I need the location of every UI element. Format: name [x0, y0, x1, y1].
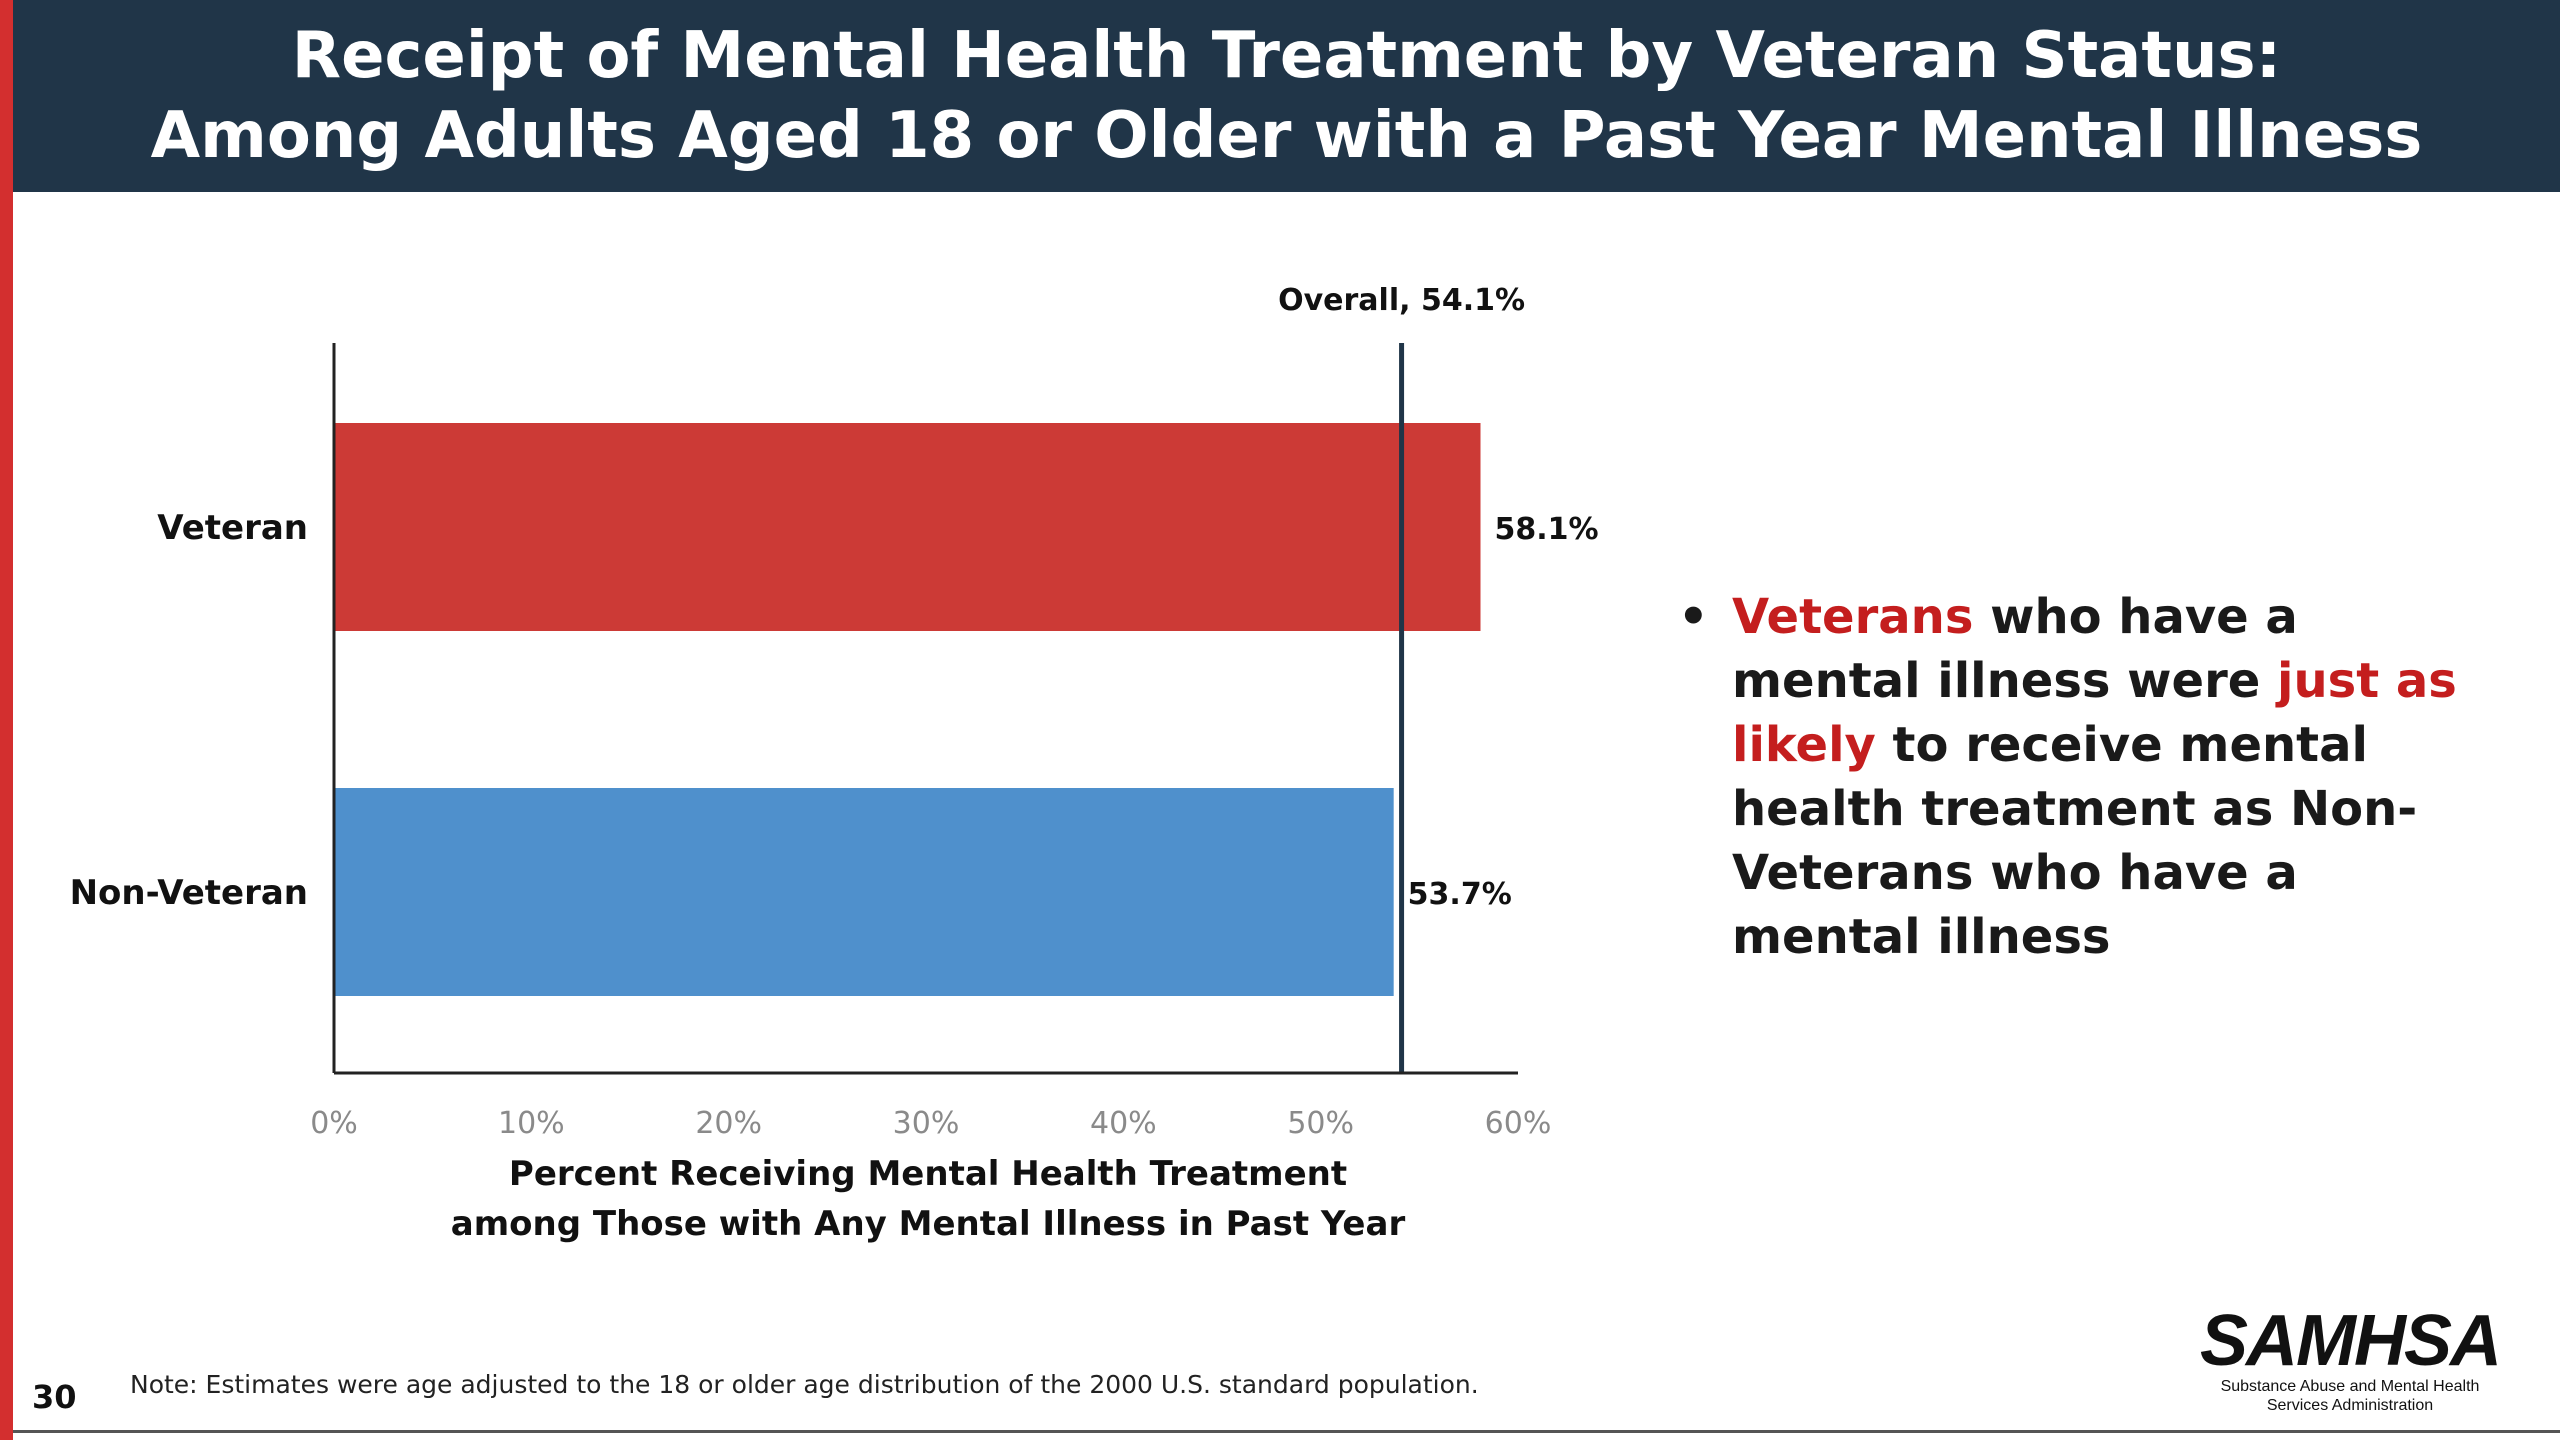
data-label-veteran: 58.1% — [1495, 512, 1599, 547]
bottom-rule — [13, 1430, 2560, 1433]
logo-wordmark: SAMHSA — [2200, 1301, 2502, 1381]
left-accent-bar — [0, 0, 13, 1440]
x-axis-title-line-2: among Those with Any Mental Illness in P… — [451, 1204, 1406, 1244]
logo-subtitle-1: Substance Abuse and Mental Health — [2220, 1378, 2480, 1395]
footnote: Note: Estimates were age adjusted to the… — [130, 1370, 1479, 1399]
title-line-1: Receipt of Mental Health Treatment by Ve… — [291, 19, 2282, 93]
x-tick-label: 40% — [1090, 1106, 1157, 1141]
x-tick-label: 10% — [498, 1106, 565, 1141]
x-tick-label: 60% — [1485, 1106, 1552, 1141]
logo-subtitle-2: Services Administration — [2266, 1397, 2434, 1414]
x-tick-label: 50% — [1287, 1106, 1354, 1141]
page-number: 30 — [32, 1378, 77, 1416]
title-line-2: Among Adults Aged 18 or Older with a Pas… — [150, 99, 2423, 173]
title-banner: Receipt of Mental Health Treatment by Ve… — [13, 0, 2560, 192]
x-tick-label: 0% — [310, 1106, 358, 1141]
bullet-dot: • — [1678, 589, 1709, 645]
x-tick-label: 30% — [893, 1106, 960, 1141]
data-label-non-veteran: 53.7% — [1408, 877, 1512, 912]
callout-text: Veterans who have a mental illness were … — [1732, 585, 2478, 969]
samhsa-logo: SAMHSA Substance Abuse and Mental Health… — [2200, 1301, 2502, 1415]
callout-bullet: • Veterans who have a mental illness wer… — [1678, 585, 2478, 969]
overall-reference-label: Overall, 54.1% — [1278, 283, 1525, 318]
x-axis-title-line-1: Percent Receiving Mental Health Treatmen… — [509, 1154, 1347, 1194]
bar-non-veteran — [334, 788, 1394, 996]
callout-text-part1: who have a mental illness were — [1732, 589, 2298, 709]
callout-highlight-veterans: Veterans — [1732, 589, 1974, 645]
callout-text-part2: to receive mental health treatment as No… — [1732, 717, 2418, 965]
callout-highlight-likely: just as likely — [1732, 653, 2457, 773]
category-label-veteran: Veteran — [157, 508, 308, 548]
x-tick-label: 20% — [695, 1106, 762, 1141]
bar-veteran — [334, 423, 1481, 631]
category-label-non-veteran: Non-Veteran — [70, 873, 308, 913]
